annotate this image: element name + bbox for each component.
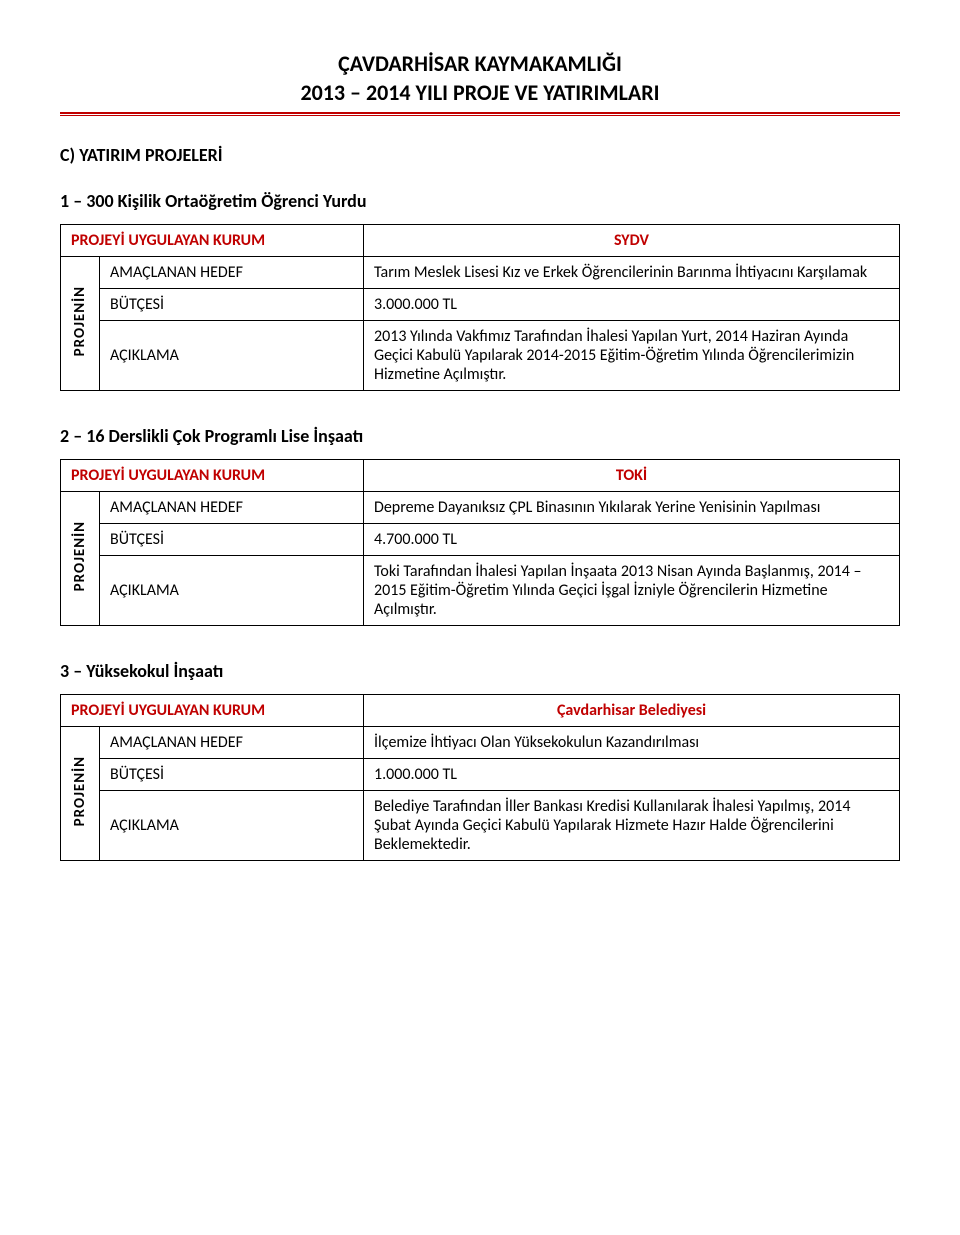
desc-value: Belediye Tarafından İller Bankası Kredis… — [364, 791, 900, 861]
budget-value: 3.000.000 TL — [364, 289, 900, 321]
project-heading: 3 – Yüksekokul İnşaatı — [60, 660, 900, 682]
desc-value: Toki Tarafından İhalesi Yapılan İnşaata … — [364, 556, 900, 626]
project-table: PROJEYİ UYGULAYAN KURUM TOKİ PROJENİN AM… — [60, 459, 900, 626]
project-table: PROJEYİ UYGULAYAN KURUM SYDV PROJENİN AM… — [60, 224, 900, 391]
section-heading: C) YATIRIM PROJELERİ — [60, 144, 900, 166]
header-rule — [60, 112, 900, 116]
org-value: SYDV — [364, 225, 900, 257]
desc-label: AÇIKLAMA — [100, 791, 364, 861]
goal-label: AMAÇLANAN HEDEF — [100, 257, 364, 289]
goal-label: AMAÇLANAN HEDEF — [100, 727, 364, 759]
vertical-label-cell: PROJENİN — [61, 492, 100, 626]
vertical-label-cell: PROJENİN — [61, 727, 100, 861]
org-value: Çavdarhisar Belediyesi — [364, 695, 900, 727]
org-label: PROJEYİ UYGULAYAN KURUM — [61, 695, 364, 727]
desc-value: 2013 Yılında Vakfımız Tarafından İhalesi… — [364, 321, 900, 391]
desc-label: AÇIKLAMA — [100, 321, 364, 391]
budget-value: 4.700.000 TL — [364, 524, 900, 556]
desc-label: AÇIKLAMA — [100, 556, 364, 626]
page-subtitle: 2013 – 2014 YILI PROJE VE YATIRIMLARI — [60, 79, 900, 106]
goal-value: İlçemize İhtiyacı Olan Yüksekokulun Kaza… — [364, 727, 900, 759]
project-table: PROJEYİ UYGULAYAN KURUM Çavdarhisar Bele… — [60, 694, 900, 861]
org-value: TOKİ — [364, 460, 900, 492]
budget-label: BÜTÇESİ — [100, 289, 364, 321]
project-heading: 2 – 16 Derslikli Çok Programlı Lise İnşa… — [60, 425, 900, 447]
budget-label: BÜTÇESİ — [100, 524, 364, 556]
goal-value: Tarım Meslek Lisesi Kız ve Erkek Öğrenci… — [364, 257, 900, 289]
org-label: PROJEYİ UYGULAYAN KURUM — [61, 225, 364, 257]
budget-label: BÜTÇESİ — [100, 759, 364, 791]
vertical-label: PROJENİN — [71, 515, 89, 597]
goal-value: Depreme Dayanıksız ÇPL Binasının Yıkılar… — [364, 492, 900, 524]
goal-label: AMAÇLANAN HEDEF — [100, 492, 364, 524]
project-heading: 1 – 300 Kişilik Ortaöğretim Öğrenci Yurd… — [60, 190, 900, 212]
budget-value: 1.000.000 TL — [364, 759, 900, 791]
vertical-label-cell: PROJENİN — [61, 257, 100, 391]
vertical-label: PROJENİN — [71, 750, 89, 832]
vertical-label: PROJENİN — [71, 280, 89, 362]
org-label: PROJEYİ UYGULAYAN KURUM — [61, 460, 364, 492]
page-title: ÇAVDARHİSAR KAYMAKAMLIĞI — [60, 50, 900, 77]
